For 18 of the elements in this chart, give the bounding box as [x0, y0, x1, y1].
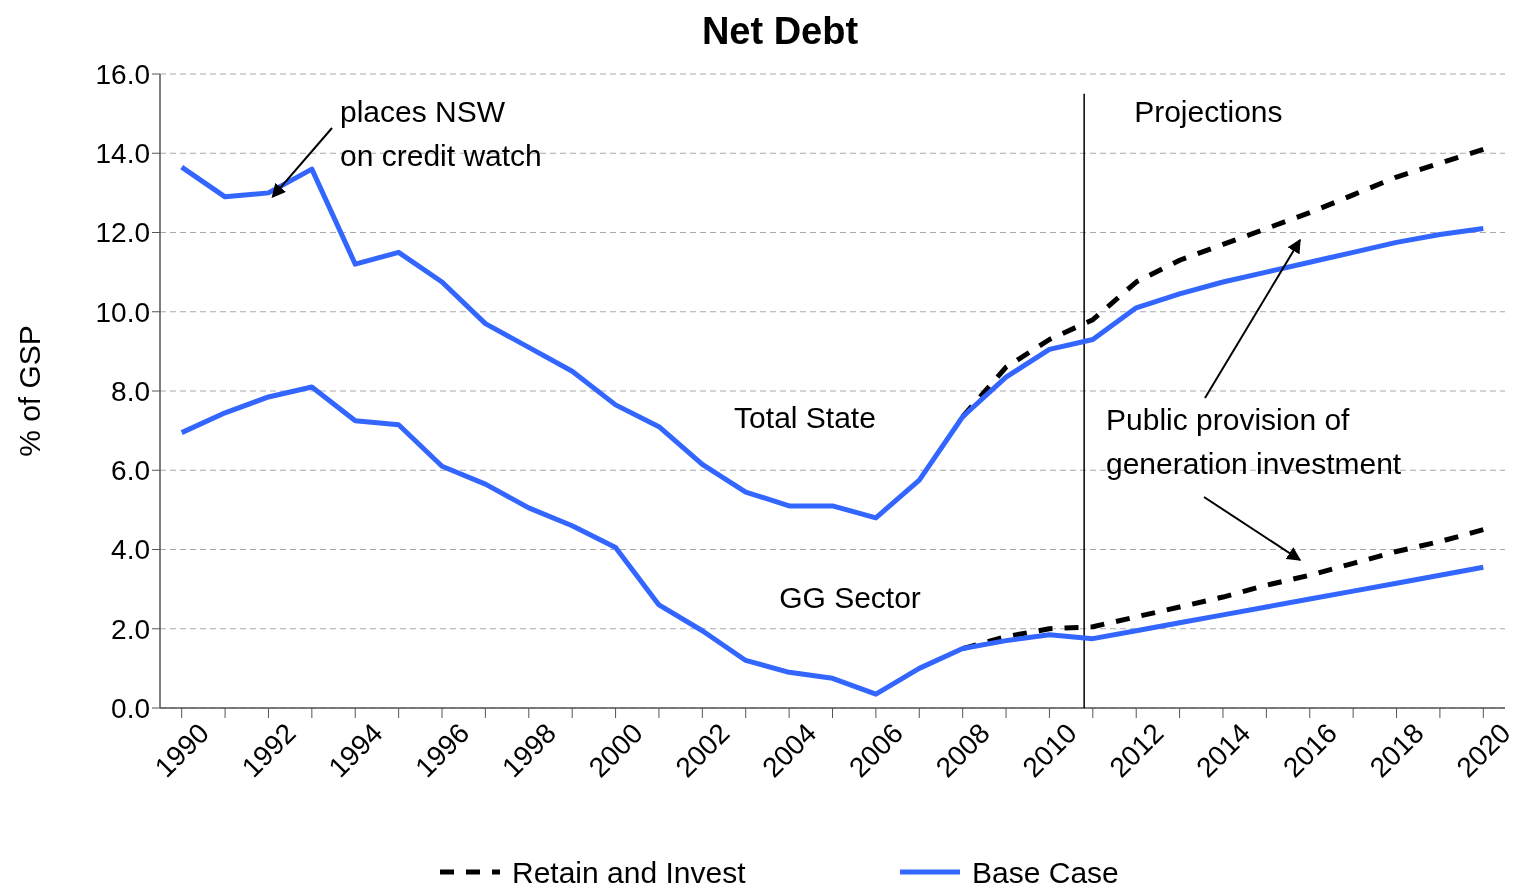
- annotation: Total State: [734, 401, 876, 434]
- annotation: Public provision of generation investment: [1106, 403, 1402, 480]
- y-tick-label: 0.0: [111, 692, 150, 724]
- annotation: GG Sector: [779, 581, 921, 614]
- y-tick-label: 12.0: [95, 217, 150, 249]
- legend-label: Base Case: [972, 855, 1119, 889]
- annotation: places NSW on credit watch: [340, 95, 542, 172]
- y-tick-label: 10.0: [95, 296, 150, 328]
- chart-title: Net Debt: [701, 10, 859, 52]
- y-tick-label: 14.0: [95, 138, 150, 170]
- legend-label: Retain and Invest: [512, 855, 747, 889]
- y-tick-label: 4.0: [111, 534, 150, 566]
- ref-line-label: Projections: [1134, 94, 1283, 128]
- y-axis-title: % of GSP: [13, 325, 46, 457]
- y-tick-label: 8.0: [111, 375, 150, 407]
- y-tick-label: 16.0: [95, 58, 150, 90]
- y-tick-label: 2.0: [111, 613, 150, 645]
- y-tick-label: 6.0: [111, 455, 150, 487]
